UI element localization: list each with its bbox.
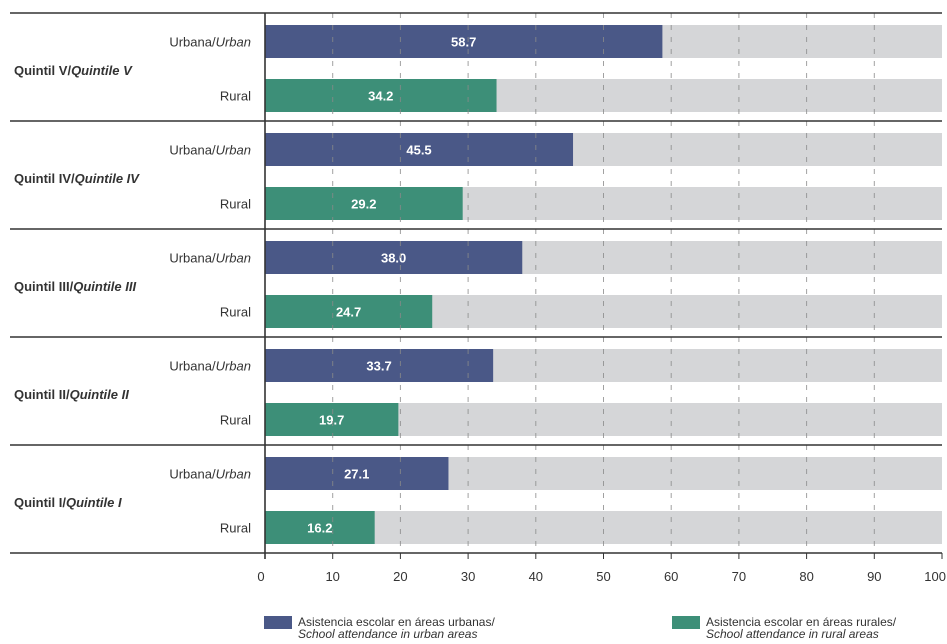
data-label: 58.7 [451,35,476,50]
row-label-en: Urban [216,143,251,158]
bar-urban [265,241,523,274]
row-label-rural: Rural [220,413,251,428]
group-label: Quintil IV/Quintile IV [14,171,140,186]
x-tick-label: 0 [257,569,264,584]
legend-swatch-rural [672,616,700,629]
bar-urban [265,25,663,58]
group-label-en: Quintile III [73,279,136,294]
group-label: Quintil II/Quintile II [14,387,129,402]
row-label-en: Urban [216,359,251,374]
group-label-es: Quintil I/ [14,495,66,510]
legend-label-rural-en: School attendance in rural areas [706,627,879,641]
legend-label-urban: Asistencia escolar en áreas urbanas/ Sch… [298,616,495,640]
bar-urban [265,349,494,382]
row-label-urban: Urbana/Urban [169,143,251,158]
row-label-urban: Urbana/Urban [169,35,251,50]
group-label-en: Quintile II [70,387,130,402]
x-tick-label: 10 [325,569,339,584]
row-label-en: Urban [216,467,251,482]
bar-rural [265,403,399,436]
data-label: 33.7 [366,359,391,374]
legend-label-urban-es: Asistencia escolar en áreas urbanas/ [298,615,495,629]
x-tick-label: 80 [799,569,813,584]
group-label-es: Quintil V/ [14,63,71,78]
x-tick-label: 90 [867,569,881,584]
bar-urban [265,457,449,490]
group-label-es: Quintil II/ [14,387,70,402]
bar-rural [265,295,433,328]
group-label: Quintil V/Quintile V [14,63,133,78]
row-label-es: Rural [220,521,251,536]
legend-label-rural-es: Asistencia escolar en áreas rurales/ [706,615,897,629]
bar-rural [265,187,463,220]
data-label: 34.2 [368,89,393,104]
row-label-rural: Rural [220,89,251,104]
row-label-rural: Rural [220,197,251,212]
data-label: 45.5 [406,143,431,158]
row-label-en: Urban [216,251,251,266]
bar-rural [265,79,497,112]
row-label-urban: Urbana/Urban [169,467,251,482]
group-label-en: Quintile IV [75,171,141,186]
bar-urban [265,133,574,166]
row-label-es: Rural [220,89,251,104]
x-tick-label: 100 [924,569,946,584]
group-label-es: Quintil IV/ [14,171,75,186]
row-label-es: Urbana/ [169,251,216,266]
row-label-es: Rural [220,197,251,212]
x-tick-label: 70 [732,569,746,584]
row-label-es: Urbana/ [169,35,216,50]
group-label: Quintil III/Quintile III [14,279,136,294]
row-label-es: Rural [220,413,251,428]
data-label: 29.2 [351,197,376,212]
group-label-en: Quintile V [71,63,133,78]
data-label: 38.0 [381,251,406,266]
x-tick-label: 30 [461,569,475,584]
data-label: 27.1 [344,467,369,482]
row-label-urban: Urbana/Urban [169,359,251,374]
x-tick-label: 50 [596,569,610,584]
group-label-en: Quintile I [66,495,122,510]
row-label-es: Urbana/ [169,467,216,482]
row-label-en: Urban [216,35,251,50]
row-label-rural: Rural [220,305,251,320]
group-label: Quintil I/Quintile I [14,495,122,510]
bar-rural [265,511,375,544]
group-label-es: Quintil III/ [14,279,74,294]
legend-label-urban-en: School attendance in urban areas [298,627,478,641]
legend-label-rural: Asistencia escolar en áreas rurales/ Sch… [706,616,896,640]
x-tick-label: 40 [529,569,543,584]
data-label: 16.2 [307,521,332,536]
data-label: 24.7 [336,305,361,320]
data-label: 19.7 [319,413,344,428]
x-tick-label: 60 [664,569,678,584]
row-label-es: Rural [220,305,251,320]
row-label-urban: Urbana/Urban [169,251,251,266]
bar-track [265,511,942,544]
row-label-es: Urbana/ [169,143,216,158]
row-label-es: Urbana/ [169,359,216,374]
row-label-rural: Rural [220,521,251,536]
legend-swatch-urban [264,616,292,629]
x-tick-label: 20 [393,569,407,584]
